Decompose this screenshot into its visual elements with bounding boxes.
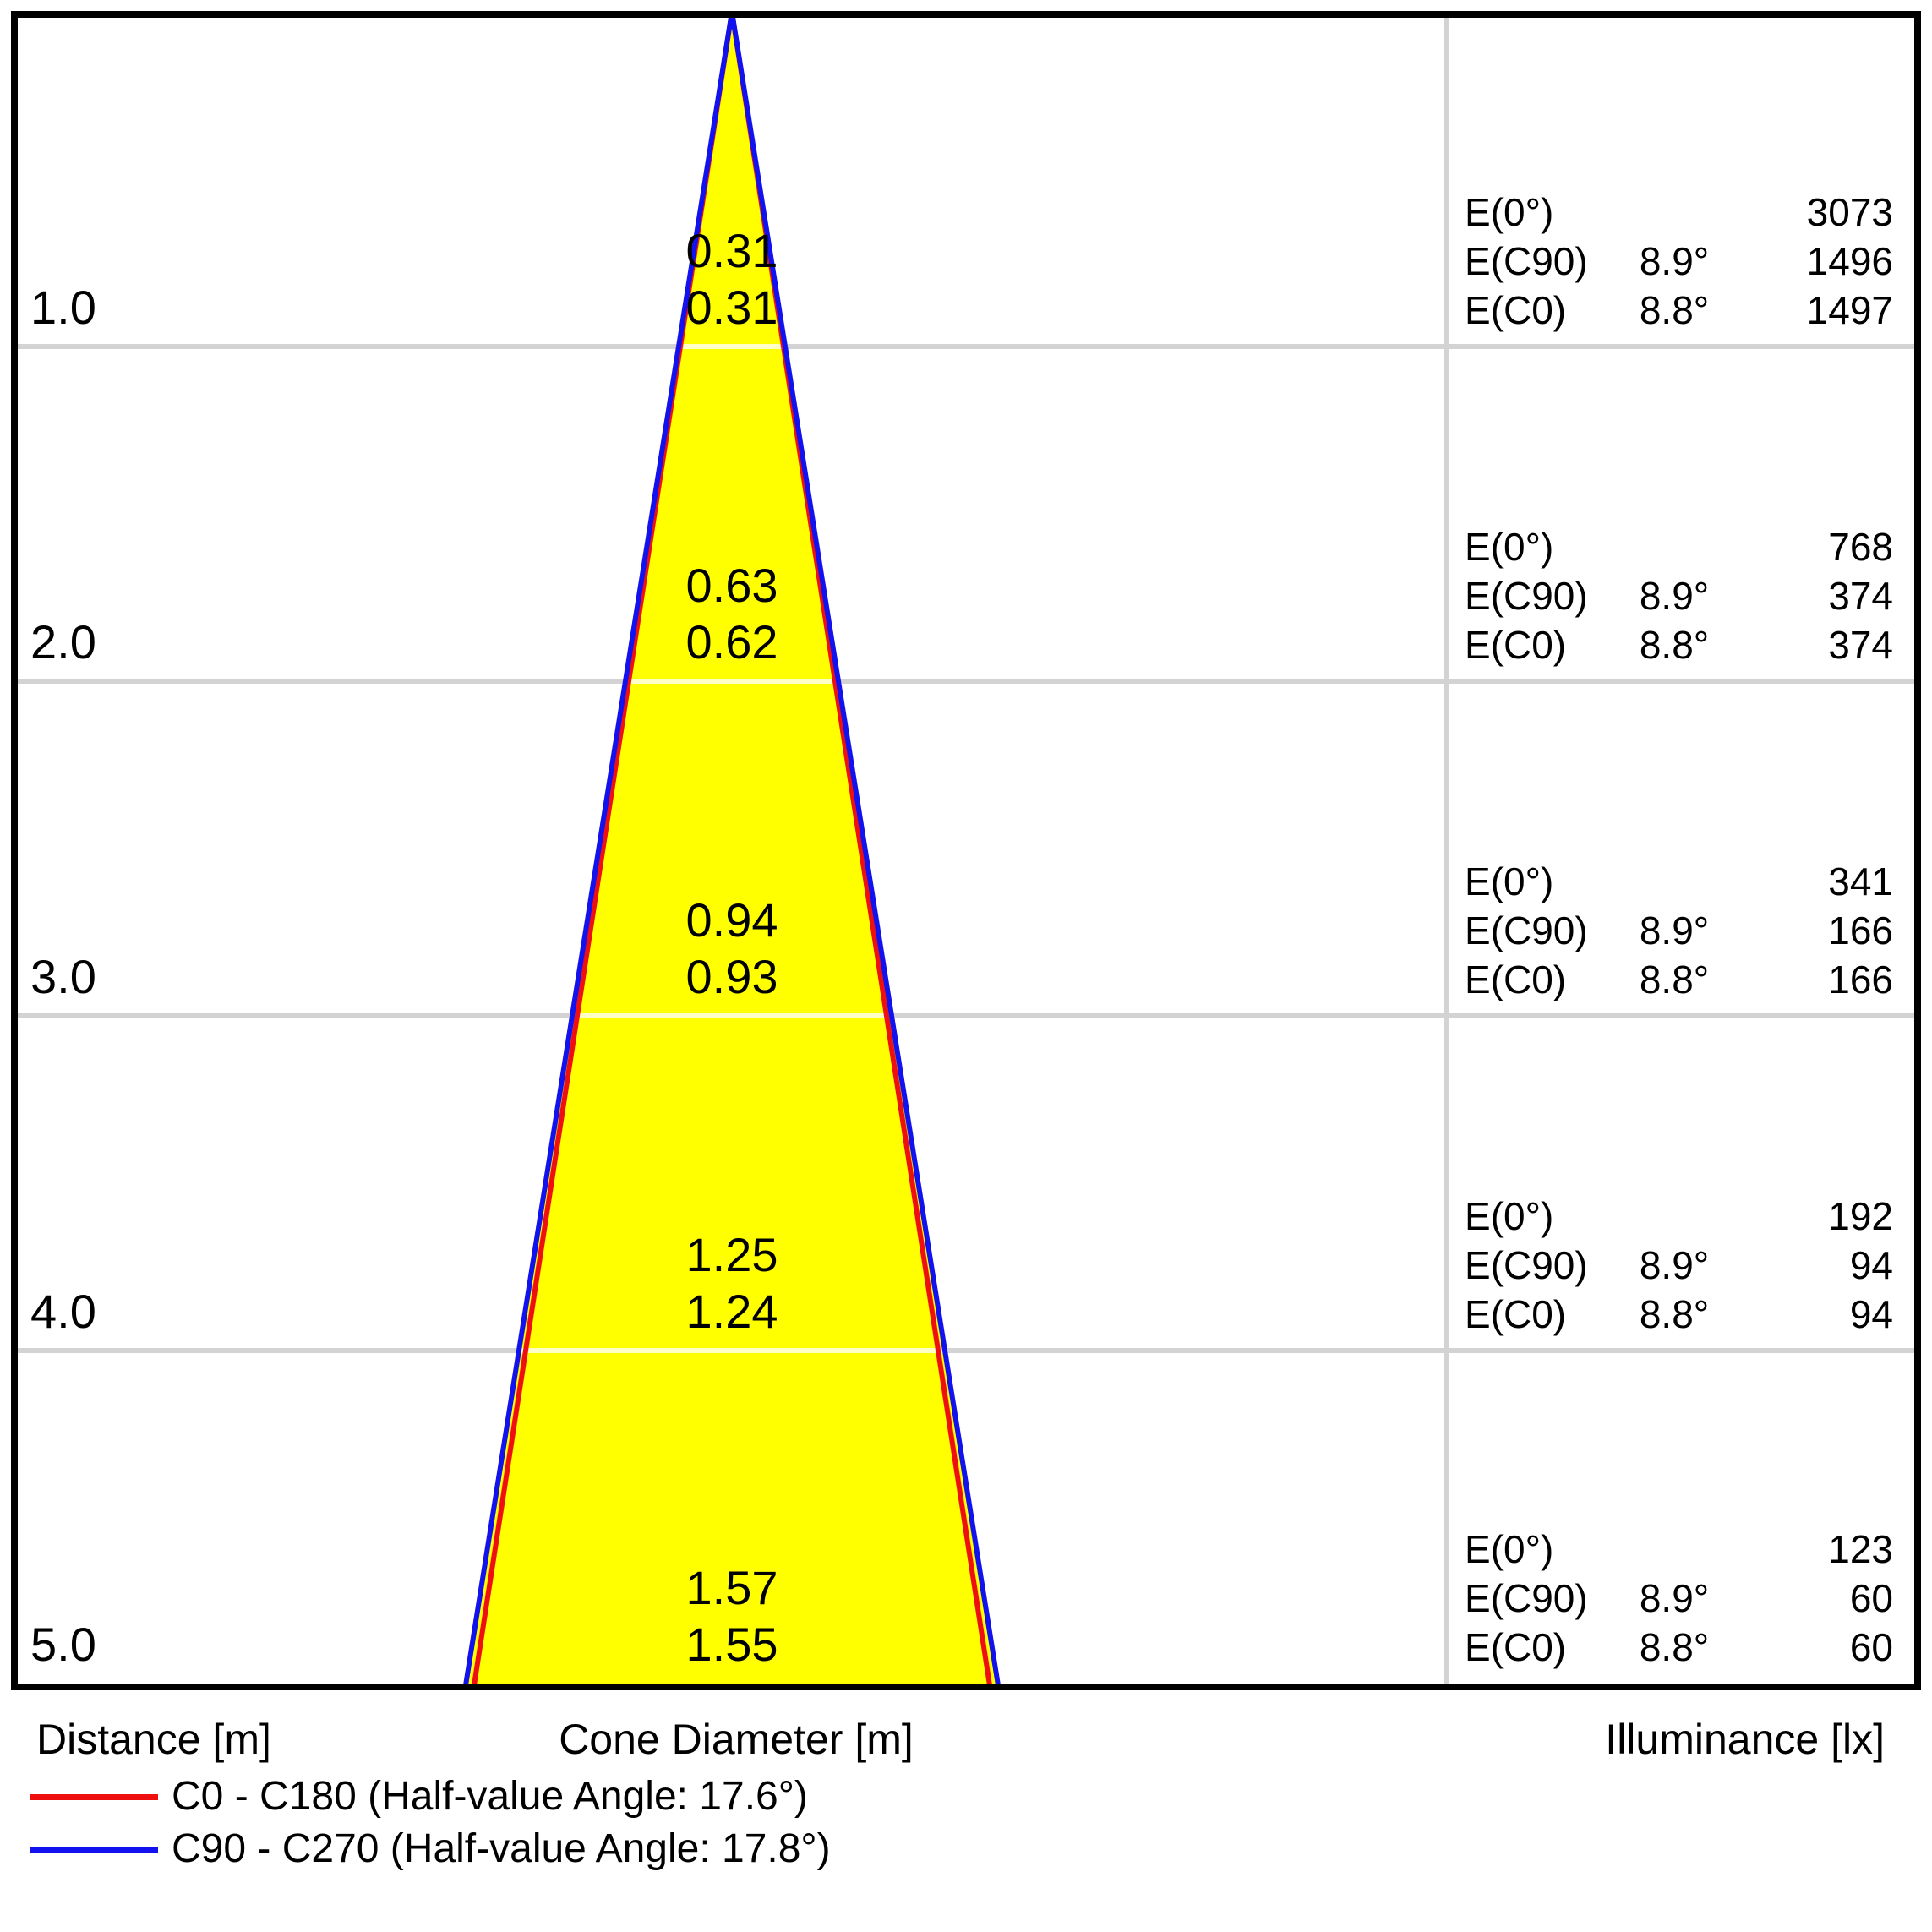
ec0-row: E(C0) 8.8° 1497 bbox=[1465, 286, 1893, 335]
ec0-label: E(C0) bbox=[1465, 1625, 1567, 1669]
gridlines bbox=[18, 344, 1914, 1353]
cone-diameter-c0-2m: 0.62 bbox=[685, 615, 778, 669]
illuminance-block-1m: E(0°) 3073 E(C90) 8.9° 1496 E(C0) 8.8° 1… bbox=[1465, 188, 1893, 335]
cone-fill bbox=[466, 18, 998, 1684]
e0-row: E(0°) 341 bbox=[1465, 857, 1893, 906]
e0-row: E(0°) 768 bbox=[1465, 522, 1893, 571]
ec90-value: 94 bbox=[1849, 1243, 1893, 1287]
ec0-label: E(C0) bbox=[1465, 958, 1567, 1001]
ec90-row: E(C90) 8.9° 60 bbox=[1465, 1574, 1893, 1623]
e0-label: E(0°) bbox=[1465, 190, 1554, 234]
ec0-value: 60 bbox=[1849, 1625, 1893, 1669]
ec90-label: E(C90) bbox=[1465, 1243, 1588, 1287]
e0-value: 123 bbox=[1828, 1527, 1893, 1571]
ec90-angle: 8.9° bbox=[1639, 909, 1710, 952]
ec90-angle: 8.9° bbox=[1639, 574, 1710, 618]
ec0-value: 166 bbox=[1828, 958, 1893, 1001]
e0-row: E(0°) 192 bbox=[1465, 1192, 1893, 1241]
ec90-row: E(C90) 8.9° 374 bbox=[1465, 571, 1893, 620]
cone-diameter-c90-2m: 0.63 bbox=[685, 559, 778, 612]
cone-diameter-c0-5m: 1.55 bbox=[685, 1618, 778, 1671]
distance-label-3m: 3.0 bbox=[30, 950, 96, 1003]
cone-diameter-c0-4m: 1.24 bbox=[685, 1285, 778, 1338]
ec90-angle: 8.9° bbox=[1639, 239, 1710, 283]
ec90-row: E(C90) 8.9° 94 bbox=[1465, 1241, 1893, 1290]
ec90-value: 374 bbox=[1828, 574, 1893, 618]
ec0-value: 374 bbox=[1828, 623, 1893, 667]
ec90-label: E(C90) bbox=[1465, 909, 1588, 952]
ec90-value: 60 bbox=[1849, 1576, 1893, 1620]
c0-c180-legend-label: C0 - C180 (Half-value Angle: 17.6°) bbox=[172, 1774, 808, 1819]
distance-label-5m: 5.0 bbox=[30, 1618, 96, 1671]
illuminance-block-3m: E(0°) 341 E(C90) 8.9° 166 E(C0) 8.8° 166 bbox=[1465, 857, 1893, 1004]
ec0-row: E(C0) 8.8° 60 bbox=[1465, 1623, 1893, 1672]
ec90-value: 166 bbox=[1828, 909, 1893, 952]
e0-value: 192 bbox=[1828, 1194, 1893, 1238]
ec90-angle: 8.9° bbox=[1639, 1243, 1710, 1287]
distance-label-4m: 4.0 bbox=[30, 1285, 96, 1338]
c0-c180-line bbox=[472, 18, 992, 1684]
cone-diameter-c0-1m: 0.31 bbox=[685, 281, 778, 334]
ec0-angle: 8.8° bbox=[1639, 288, 1710, 332]
ec0-row: E(C0) 8.8° 374 bbox=[1465, 620, 1893, 669]
ec0-label: E(C0) bbox=[1465, 288, 1567, 332]
distance-label-2m: 2.0 bbox=[30, 615, 96, 669]
e0-value: 768 bbox=[1828, 525, 1893, 569]
distance-axis-label: Distance [m] bbox=[36, 1716, 271, 1763]
e0-label: E(0°) bbox=[1465, 525, 1554, 569]
c90-c270-line bbox=[463, 18, 1001, 1684]
ec90-label: E(C90) bbox=[1465, 574, 1588, 618]
legend-item-c0-c180: C0 - C180 (Half-value Angle: 17.6°) bbox=[30, 1773, 808, 1820]
ec0-angle: 8.8° bbox=[1639, 623, 1710, 667]
ec0-value: 1497 bbox=[1806, 288, 1893, 332]
legend-item-c90-c270: C90 - C270 (Half-value Angle: 17.8°) bbox=[30, 1826, 831, 1873]
e0-label: E(0°) bbox=[1465, 1194, 1554, 1238]
cone-diameter-c90-1m: 0.31 bbox=[685, 224, 778, 277]
cone-diameter-c90-5m: 1.57 bbox=[685, 1561, 778, 1614]
illuminance-block-5m: E(0°) 123 E(C90) 8.9° 60 E(C0) 8.8° 60 bbox=[1465, 1525, 1893, 1672]
ec0-value: 94 bbox=[1849, 1292, 1893, 1336]
ec0-angle: 8.8° bbox=[1639, 1292, 1710, 1336]
c0-c180-legend-line-icon bbox=[30, 1793, 158, 1800]
c90-c270-legend-label: C90 - C270 (Half-value Angle: 17.8°) bbox=[172, 1826, 831, 1871]
gridline-bands-over-cone bbox=[466, 344, 998, 1353]
illuminance-block-2m: E(0°) 768 E(C90) 8.9° 374 E(C0) 8.8° 374 bbox=[1465, 522, 1893, 669]
distance-label-1m: 1.0 bbox=[30, 281, 96, 334]
e0-value: 3073 bbox=[1806, 190, 1893, 234]
e0-label: E(0°) bbox=[1465, 860, 1554, 903]
illuminance-block-4m: E(0°) 192 E(C90) 8.9° 94 E(C0) 8.8° 94 bbox=[1465, 1192, 1893, 1339]
c90-c270-legend-line-icon bbox=[30, 1846, 158, 1853]
cone-diameter-c0-3m: 0.93 bbox=[685, 950, 778, 1003]
ec0-angle: 8.8° bbox=[1639, 958, 1710, 1001]
panel-separator bbox=[1444, 18, 1449, 1684]
ec0-label: E(C0) bbox=[1465, 623, 1567, 667]
cone-diameter-axis-label: Cone Diameter [m] bbox=[559, 1716, 914, 1763]
ec0-angle: 8.8° bbox=[1639, 1625, 1710, 1669]
e0-value: 341 bbox=[1828, 860, 1893, 903]
e0-row: E(0°) 123 bbox=[1465, 1525, 1893, 1574]
ec90-label: E(C90) bbox=[1465, 1576, 1588, 1620]
cone-diameter-c90-4m: 1.25 bbox=[685, 1228, 778, 1281]
ec0-row: E(C0) 8.8° 94 bbox=[1465, 1290, 1893, 1339]
ec90-label: E(C90) bbox=[1465, 239, 1588, 283]
illuminance-axis-label: Illuminance [lx] bbox=[1605, 1716, 1885, 1763]
e0-label: E(0°) bbox=[1465, 1527, 1554, 1571]
ec90-row: E(C90) 8.9° 166 bbox=[1465, 906, 1893, 955]
ec0-row: E(C0) 8.8° 166 bbox=[1465, 955, 1893, 1004]
cone-diameter-c90-3m: 0.94 bbox=[685, 893, 778, 947]
ec90-row: E(C90) 8.9° 1496 bbox=[1465, 237, 1893, 286]
ec90-angle: 8.9° bbox=[1639, 1576, 1710, 1620]
cone-plot bbox=[18, 18, 1914, 1684]
ec0-label: E(C0) bbox=[1465, 1292, 1567, 1336]
ec90-value: 1496 bbox=[1806, 239, 1893, 283]
e0-row: E(0°) 3073 bbox=[1465, 188, 1893, 237]
cone-chart-frame bbox=[11, 11, 1921, 1690]
